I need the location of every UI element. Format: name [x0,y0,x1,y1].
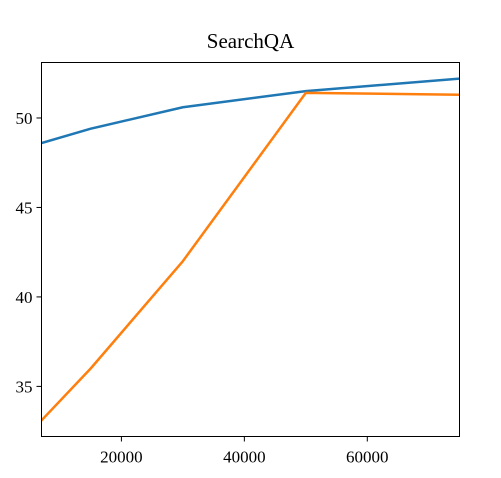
plot-frame [41,62,460,437]
series-layer [41,77,460,423]
x-tick-label: 40000 [223,448,266,467]
y-tick-label: 35 [16,377,33,396]
x-tick-label: 20000 [100,448,143,467]
x-tick-label: 60000 [346,448,389,467]
series-line-2 [41,91,460,423]
y-axis: 35 40 45 50 [16,109,42,396]
y-tick-label: 50 [16,109,33,128]
series-line-1 [41,77,460,145]
y-tick-label: 40 [16,288,33,307]
chart-title: SearchQA [207,29,295,53]
x-axis: 20000 40000 60000 [100,436,389,467]
y-tick-label: 45 [16,198,33,217]
